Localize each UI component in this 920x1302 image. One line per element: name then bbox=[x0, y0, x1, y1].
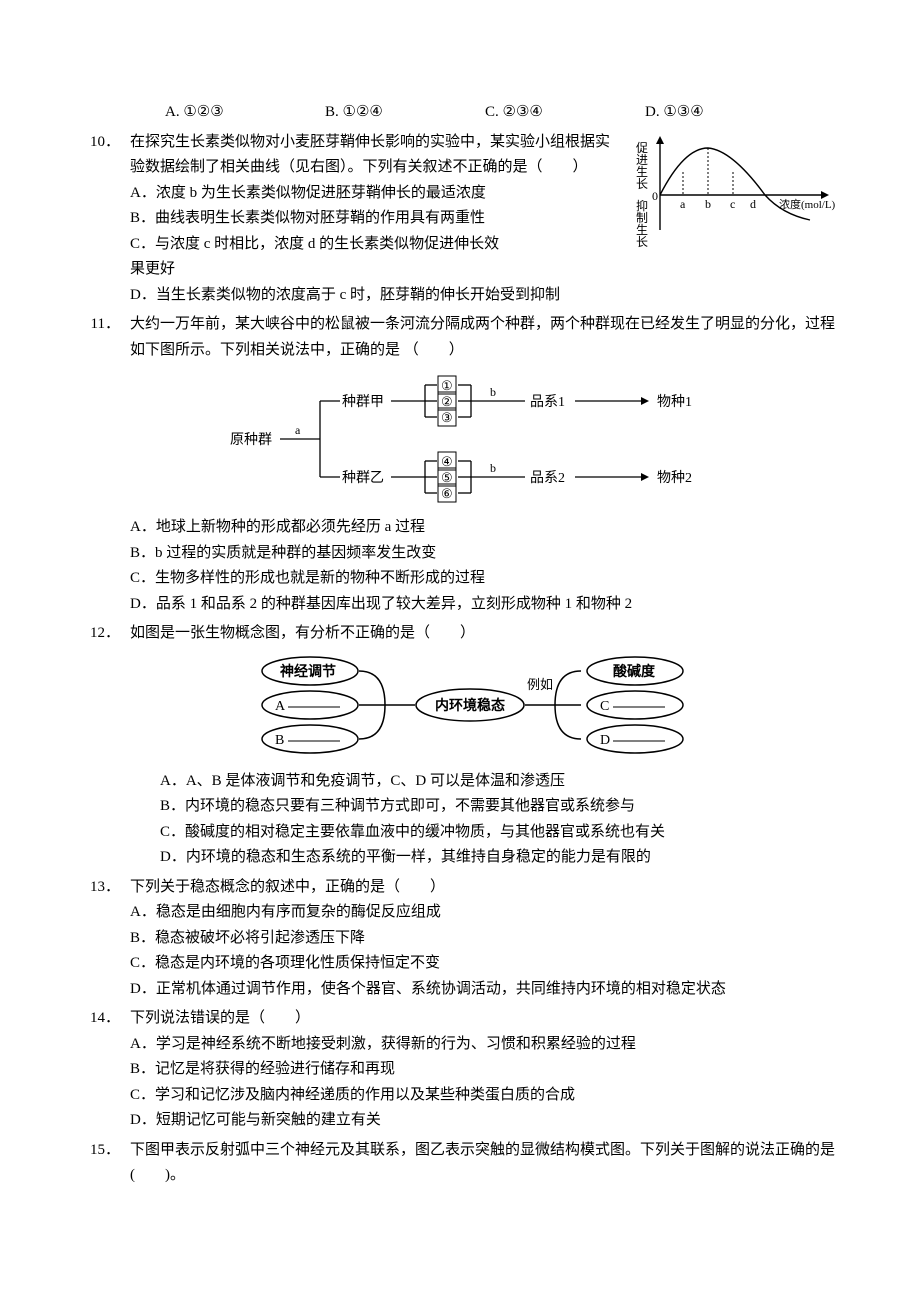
q14-option-b: B．记忆是将获得的经验进行储存和再现 bbox=[130, 1057, 840, 1083]
q13-number: 13． bbox=[80, 875, 130, 1003]
q10-option-c: C．与浓度 c 时相比，浓度 d 的生长素类似物促进伸长效果更好 bbox=[130, 232, 510, 283]
node-D: D bbox=[600, 733, 610, 748]
q14-option-a: A．学习是神经系统不断地接受刺激，获得新的行为、习惯和积累经验的过程 bbox=[130, 1032, 840, 1058]
q11-option-d: D．品系 1 和品系 2 的种群基因库出现了较大差异，立刻形成物种 1 和物种 … bbox=[130, 592, 840, 618]
node-g2: ② bbox=[441, 394, 453, 409]
node-g1: ① bbox=[441, 378, 453, 393]
q11: 11． 大约一万年前，某大峡谷中的松鼠被一条河流分隔成两个种群，两个种群现在已经… bbox=[80, 312, 840, 617]
q10-option-a: A．浓度 b 为生长素类似物促进胚芽鞘伸长的最适浓度 bbox=[130, 181, 510, 207]
q9-option-c: C. ②③④ bbox=[485, 100, 645, 126]
q14: 14． 下列说法错误的是（ ） A．学习是神经系统不断地接受刺激，获得新的行为、… bbox=[80, 1006, 840, 1134]
q9-option-d: D. ①③④ bbox=[645, 100, 805, 126]
q11-diagram: 原种群 a 种群甲 种群乙 ① bbox=[130, 369, 840, 509]
q14-stem: 下列说法错误的是（ ） bbox=[130, 1006, 840, 1032]
svg-text:长: 长 bbox=[636, 177, 648, 191]
node-popB: 种群乙 bbox=[342, 470, 384, 486]
chart-xlabel: 浓度(mol/L) bbox=[779, 197, 836, 211]
chart-tick-a: a bbox=[680, 197, 686, 211]
q12-option-b: B．内环境的稳态只要有三种调节方式即可，不需要其他器官或系统参与 bbox=[160, 794, 840, 820]
node-ph: 酸碱度 bbox=[613, 663, 656, 680]
q10-chart: 0 a b c d 浓度(mol/L) 促 进 生 长 抑 制 生 长 bbox=[630, 130, 840, 260]
svg-text:长: 长 bbox=[636, 235, 648, 249]
q9-options: A. ①②③ B. ①②④ C. ②③④ D. ①③④ bbox=[165, 100, 840, 126]
q15-number: 15． bbox=[80, 1138, 130, 1189]
q12-option-c: C．酸碱度的相对稳定主要依靠血液中的缓冲物质，与其他器官或系统也有关 bbox=[160, 820, 840, 846]
chart-zero-label: 0 bbox=[652, 189, 658, 203]
chart-tick-b: b bbox=[705, 197, 711, 211]
node-C: C bbox=[600, 699, 609, 714]
node-b1: b bbox=[490, 385, 496, 399]
q11-option-b: B．b 过程的实质就是种群的基因频率发生改变 bbox=[130, 541, 840, 567]
node-nerve: 神经调节 bbox=[280, 663, 336, 680]
node-strain2: 品系2 bbox=[530, 470, 565, 486]
q13: 13． 下列关于稳态概念的叙述中，正确的是（ ） A．稳态是由细胞内有序而复杂的… bbox=[80, 875, 840, 1003]
node-a: a bbox=[295, 423, 301, 437]
q12: 12． 如图是一张生物概念图，有分析不正确的是（ ） 神经调节 A B 内环境稳… bbox=[80, 621, 840, 871]
q12-diagram: 神经调节 A B 内环境稳态 例如 酸碱度 C bbox=[130, 653, 840, 763]
q11-option-a: A．地球上新物种的形成都必须先经历 a 过程 bbox=[130, 515, 840, 541]
node-g4: ④ bbox=[441, 454, 453, 469]
q13-option-a: A．稳态是由细胞内有序而复杂的酶促反应组成 bbox=[130, 900, 840, 926]
node-g6: ⑥ bbox=[441, 486, 453, 501]
node-example: 例如 bbox=[527, 677, 553, 692]
node-center: 内环境稳态 bbox=[435, 697, 505, 714]
node-sp1: 物种1 bbox=[657, 394, 692, 410]
q11-number: 11． bbox=[80, 312, 130, 617]
q10-number: 10． bbox=[80, 130, 130, 309]
node-g5: ⑤ bbox=[441, 470, 453, 485]
q12-number: 12． bbox=[80, 621, 130, 871]
node-origin: 原种群 bbox=[230, 432, 272, 448]
q9-option-a: A. ①②③ bbox=[165, 100, 325, 126]
q13-option-c: C．稳态是内环境的各项理化性质保持恒定不变 bbox=[130, 951, 840, 977]
node-A: A bbox=[275, 699, 286, 714]
q10-option-b: B．曲线表明生长素类似物对胚芽鞘的作用具有两重性 bbox=[130, 206, 510, 232]
q11-stem: 大约一万年前，某大峡谷中的松鼠被一条河流分隔成两个种群，两个种群现在已经发生了明… bbox=[130, 312, 840, 363]
q14-option-c: C．学习和记忆涉及脑内神经递质的作用以及某些种类蛋白质的合成 bbox=[130, 1083, 840, 1109]
q11-option-c: C．生物多样性的形成也就是新的物种不断形成的过程 bbox=[130, 566, 840, 592]
chart-tick-c: c bbox=[730, 197, 735, 211]
q13-option-b: B．稳态被破坏必将引起渗透压下降 bbox=[130, 926, 840, 952]
q15: 15． 下图甲表示反射弧中三个神经元及其联系，图乙表示突触的显微结构模式图。下列… bbox=[80, 1138, 840, 1189]
node-B: B bbox=[275, 733, 284, 748]
chart-tick-d: d bbox=[750, 197, 756, 211]
q12-stem: 如图是一张生物概念图，有分析不正确的是（ ） bbox=[130, 621, 840, 647]
node-popA: 种群甲 bbox=[342, 394, 384, 410]
q14-option-d: D．短期记忆可能与新突触的建立有关 bbox=[130, 1108, 840, 1134]
q15-stem: 下图甲表示反射弧中三个神经元及其联系，图乙表示突触的显微结构模式图。下列关于图解… bbox=[130, 1138, 840, 1189]
q10-option-d: D．当生长素类似物的浓度高于 c 时，胚芽鞘的伸长开始受到抑制 bbox=[130, 283, 840, 309]
q9-option-b: B. ①②④ bbox=[325, 100, 485, 126]
q10: 10． 0 a b c d 浓度(mol/L) 促 进 生 长 bbox=[80, 130, 840, 309]
node-strain1: 品系1 bbox=[530, 394, 565, 410]
q12-option-a: A．A、B 是体液调节和免疫调节，C、D 可以是体温和渗透压 bbox=[160, 769, 840, 795]
q12-option-d: D．内环境的稳态和生态系统的平衡一样，其维持自身稳定的能力是有限的 bbox=[160, 845, 840, 871]
q13-option-d: D．正常机体通过调节作用，使各个器官、系统协调活动，共同维持内环境的相对稳定状态 bbox=[130, 977, 840, 1003]
node-g3: ③ bbox=[441, 410, 453, 425]
node-b2: b bbox=[490, 461, 496, 475]
q13-stem: 下列关于稳态概念的叙述中，正确的是（ ） bbox=[130, 875, 840, 901]
node-sp2: 物种2 bbox=[657, 470, 692, 486]
q14-number: 14． bbox=[80, 1006, 130, 1134]
